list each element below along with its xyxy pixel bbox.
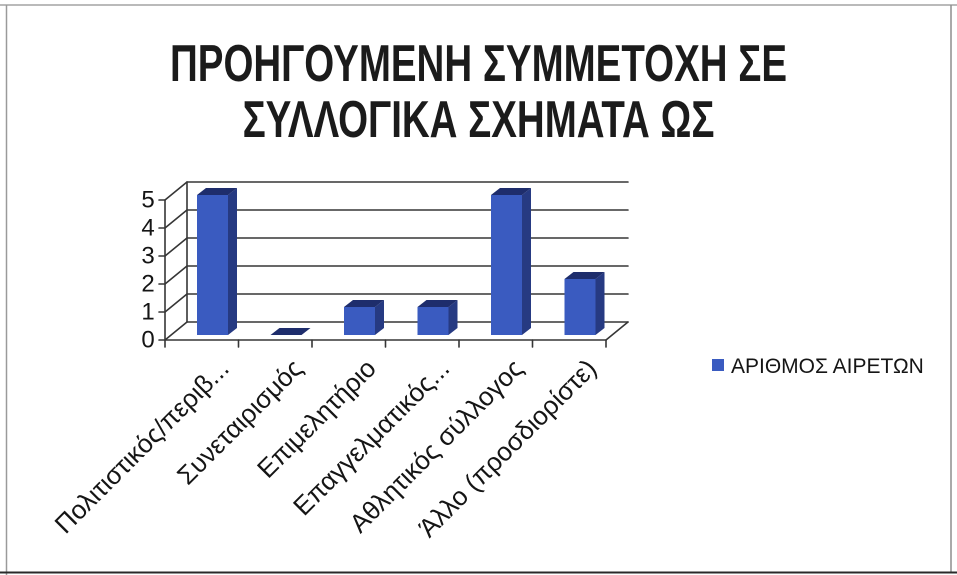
chart-bars xyxy=(197,188,605,335)
x-axis-category-label: Συνεταιρισμός xyxy=(171,353,308,490)
bar-front-face xyxy=(491,195,522,335)
floor-right-edge xyxy=(605,321,629,341)
y-axis-tick-label: 3 xyxy=(141,243,154,270)
legend: ΑΡΙΘΜΟΣ ΑΙΡΕΤΩΝ xyxy=(712,355,924,378)
side-wall-gridline xyxy=(164,181,188,201)
legend-swatch xyxy=(712,359,724,371)
bar-top-face xyxy=(417,300,458,307)
bar xyxy=(270,328,311,335)
slide-frame xyxy=(0,4,957,575)
bar xyxy=(197,188,237,335)
bar xyxy=(344,300,384,335)
x-axis-category-labels: Πολιτιστικός/περιβ...ΣυνεταιρισμόςΕπιμελ… xyxy=(49,353,603,543)
side-wall-gridline xyxy=(164,265,188,285)
y-axis-tick-label: 0 xyxy=(141,327,154,354)
bar-top-face xyxy=(197,188,237,195)
side-wall-gridline xyxy=(164,293,188,313)
bar xyxy=(564,272,605,335)
chart-title: ΠΡΟΗΓΟΥΜΕΝΗ ΣΥΜΜΕΤΟΧΗ ΣΕ ΣΥΛΛΟΓΙΚΑ ΣΧΗΜΑ… xyxy=(170,35,787,149)
side-wall-gridline xyxy=(164,209,188,229)
legend-label: ΑΡΙΘΜΟΣ ΑΙΡΕΤΩΝ xyxy=(731,355,924,378)
y-axis-tick-label: 2 xyxy=(141,271,154,298)
bar xyxy=(417,300,458,335)
chart-axes xyxy=(158,199,607,348)
bar-top-face xyxy=(491,188,531,195)
y-axis-tick-label: 4 xyxy=(141,215,154,242)
bar-top-face xyxy=(344,300,384,307)
bar-front-face xyxy=(417,307,449,335)
bar-front-face xyxy=(197,195,228,335)
y-axis-tick-label: 5 xyxy=(141,187,154,214)
side-wall-gridline xyxy=(164,321,188,341)
bar xyxy=(491,188,531,335)
bar-side-face xyxy=(375,300,384,335)
bar-top-face xyxy=(564,272,605,279)
bar-side-face xyxy=(595,272,605,335)
bar-front-face xyxy=(564,279,596,335)
bar-front-face xyxy=(344,307,375,335)
bar-side-face xyxy=(448,300,458,335)
y-axis-tick-label: 1 xyxy=(141,299,154,326)
bar-side-face xyxy=(228,188,237,335)
bar-side-face xyxy=(522,188,531,335)
chart-gridlines xyxy=(164,181,629,341)
bar-top-face xyxy=(270,328,311,335)
side-wall-gridline xyxy=(164,237,188,257)
